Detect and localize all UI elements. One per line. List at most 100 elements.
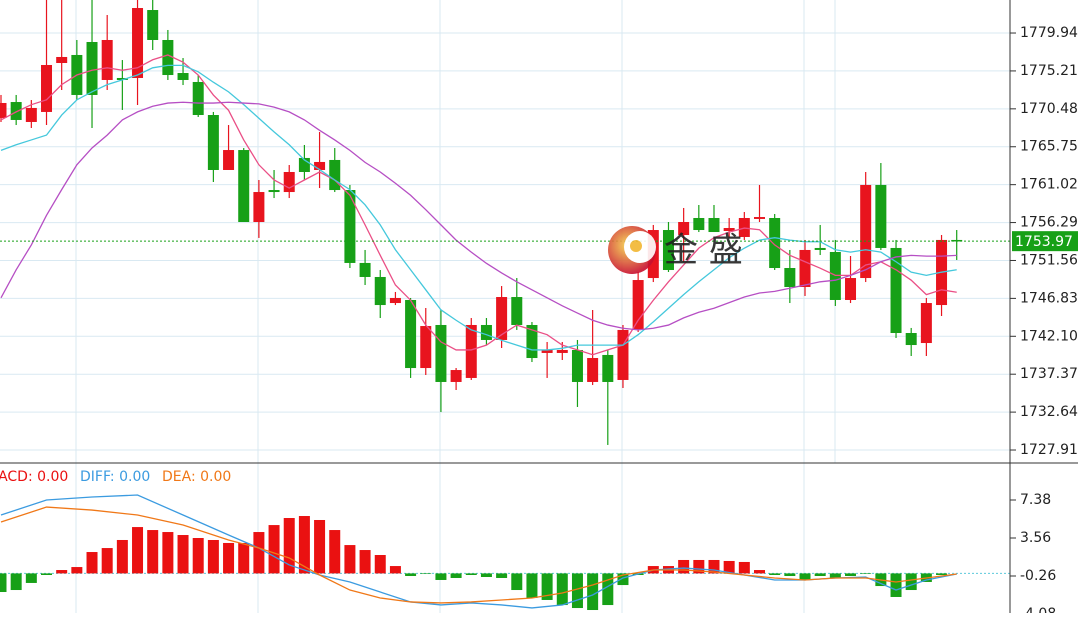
macd-bar <box>298 516 310 574</box>
candle-body <box>678 222 690 235</box>
y-tick-label: 3.56 <box>1020 530 1051 546</box>
y-tick-label: 1779.94 <box>1020 25 1078 41</box>
ma-line <box>0 101 957 331</box>
candle-body <box>0 102 7 118</box>
candle-body <box>435 324 447 382</box>
macd-bar <box>450 573 462 578</box>
candle-body <box>905 333 917 346</box>
candle-body <box>920 303 932 344</box>
macd-bar <box>769 573 781 576</box>
y-tick-label: 1737.37 <box>1020 366 1078 382</box>
macd-bar <box>329 530 341 574</box>
y-tick-label: 7.38 <box>1020 492 1051 508</box>
candle-body <box>541 349 553 353</box>
macd-bar <box>678 559 690 574</box>
macd-bar <box>905 573 917 591</box>
macd-bar <box>253 532 265 574</box>
candle-body <box>192 81 204 116</box>
y-tick-label: 1775.21 <box>1020 63 1078 79</box>
candle-body <box>814 247 826 250</box>
candle-body <box>177 73 189 80</box>
candle-body <box>723 228 735 231</box>
ma-line <box>0 54 957 356</box>
y-tick-label: 1770.48 <box>1020 101 1078 117</box>
macd-bar <box>283 518 295 574</box>
macd-bar <box>526 573 538 598</box>
candle-body <box>298 157 310 172</box>
candle-body <box>496 297 508 340</box>
macd-bar <box>101 548 113 574</box>
candle-body <box>693 217 705 231</box>
candle-body <box>784 268 796 288</box>
y-tick-label: 1727.91 <box>1020 442 1078 458</box>
candle-body <box>223 150 235 170</box>
candle-body <box>420 326 432 369</box>
candle-body <box>860 184 872 279</box>
macd-bar <box>845 573 857 576</box>
candle-body <box>238 150 250 223</box>
macd-bar <box>56 570 68 574</box>
candle-body <box>845 278 857 300</box>
macd-bar <box>723 560 735 574</box>
candle-body <box>754 217 765 219</box>
macd-bar <box>496 573 508 578</box>
macd-bar <box>708 559 720 574</box>
macd-bar <box>405 573 417 576</box>
macd-bar <box>238 542 250 574</box>
y-tick-label: 1746.83 <box>1020 290 1078 306</box>
macd-bar <box>511 573 523 591</box>
candle-body <box>465 324 477 378</box>
legend-entry: DEA: 0.00 <box>162 469 231 485</box>
candle-body <box>314 161 326 170</box>
macd-bar <box>860 573 872 575</box>
macd-bar <box>162 532 174 574</box>
legend-entry: MACD: 0.00 <box>0 469 68 485</box>
macd-bar <box>389 566 401 574</box>
candle-body <box>56 56 68 63</box>
candle-body <box>41 64 53 112</box>
macd-bar <box>420 573 432 575</box>
macd-bar <box>754 570 765 574</box>
candle-body <box>662 230 674 271</box>
candle-body <box>511 297 523 325</box>
y-tick-label: 1784.67 <box>1020 0 1078 3</box>
y-tick-label: 1751.56 <box>1020 252 1078 268</box>
macd-bar <box>936 573 948 576</box>
macd-bar <box>587 573 599 611</box>
ma-line <box>0 64 957 351</box>
macd-bar <box>556 573 568 606</box>
y-tick-label: -4.08 <box>1020 606 1056 613</box>
candle-body <box>253 192 265 223</box>
watermark: 金 盛 <box>608 226 743 274</box>
candle-body <box>359 262 371 277</box>
candle-body <box>344 190 356 263</box>
macd-bar <box>147 530 159 574</box>
y-tick-label: 1765.75 <box>1020 139 1078 155</box>
macd-bar <box>814 573 826 576</box>
watermark-text: 金 盛 <box>664 231 743 271</box>
candle-body <box>147 10 159 40</box>
candle-body <box>632 280 644 330</box>
candle-body <box>405 299 417 369</box>
macd-bar <box>465 573 477 576</box>
candle-body <box>587 358 599 382</box>
macd-line <box>0 506 957 604</box>
macd-bar <box>435 573 447 580</box>
macd-bar <box>602 573 614 606</box>
y-tick-label: -0.26 <box>1020 568 1056 584</box>
price-axis: 1784.67 1779.94 1775.21 1770.48 1765.75 1761.… <box>1010 0 1078 617</box>
candle-body <box>283 171 295 193</box>
candle-body <box>207 115 219 170</box>
logo-dot <box>630 240 642 252</box>
macd-bar <box>829 573 841 578</box>
macd-bar <box>268 525 280 574</box>
candle-body <box>799 249 811 288</box>
macd-bar <box>344 545 356 574</box>
candle-body <box>556 349 568 353</box>
candle-body <box>708 217 720 233</box>
candle-body <box>526 324 538 359</box>
macd-bar <box>132 527 144 574</box>
candle-body <box>25 107 37 122</box>
candle-body <box>450 370 462 382</box>
